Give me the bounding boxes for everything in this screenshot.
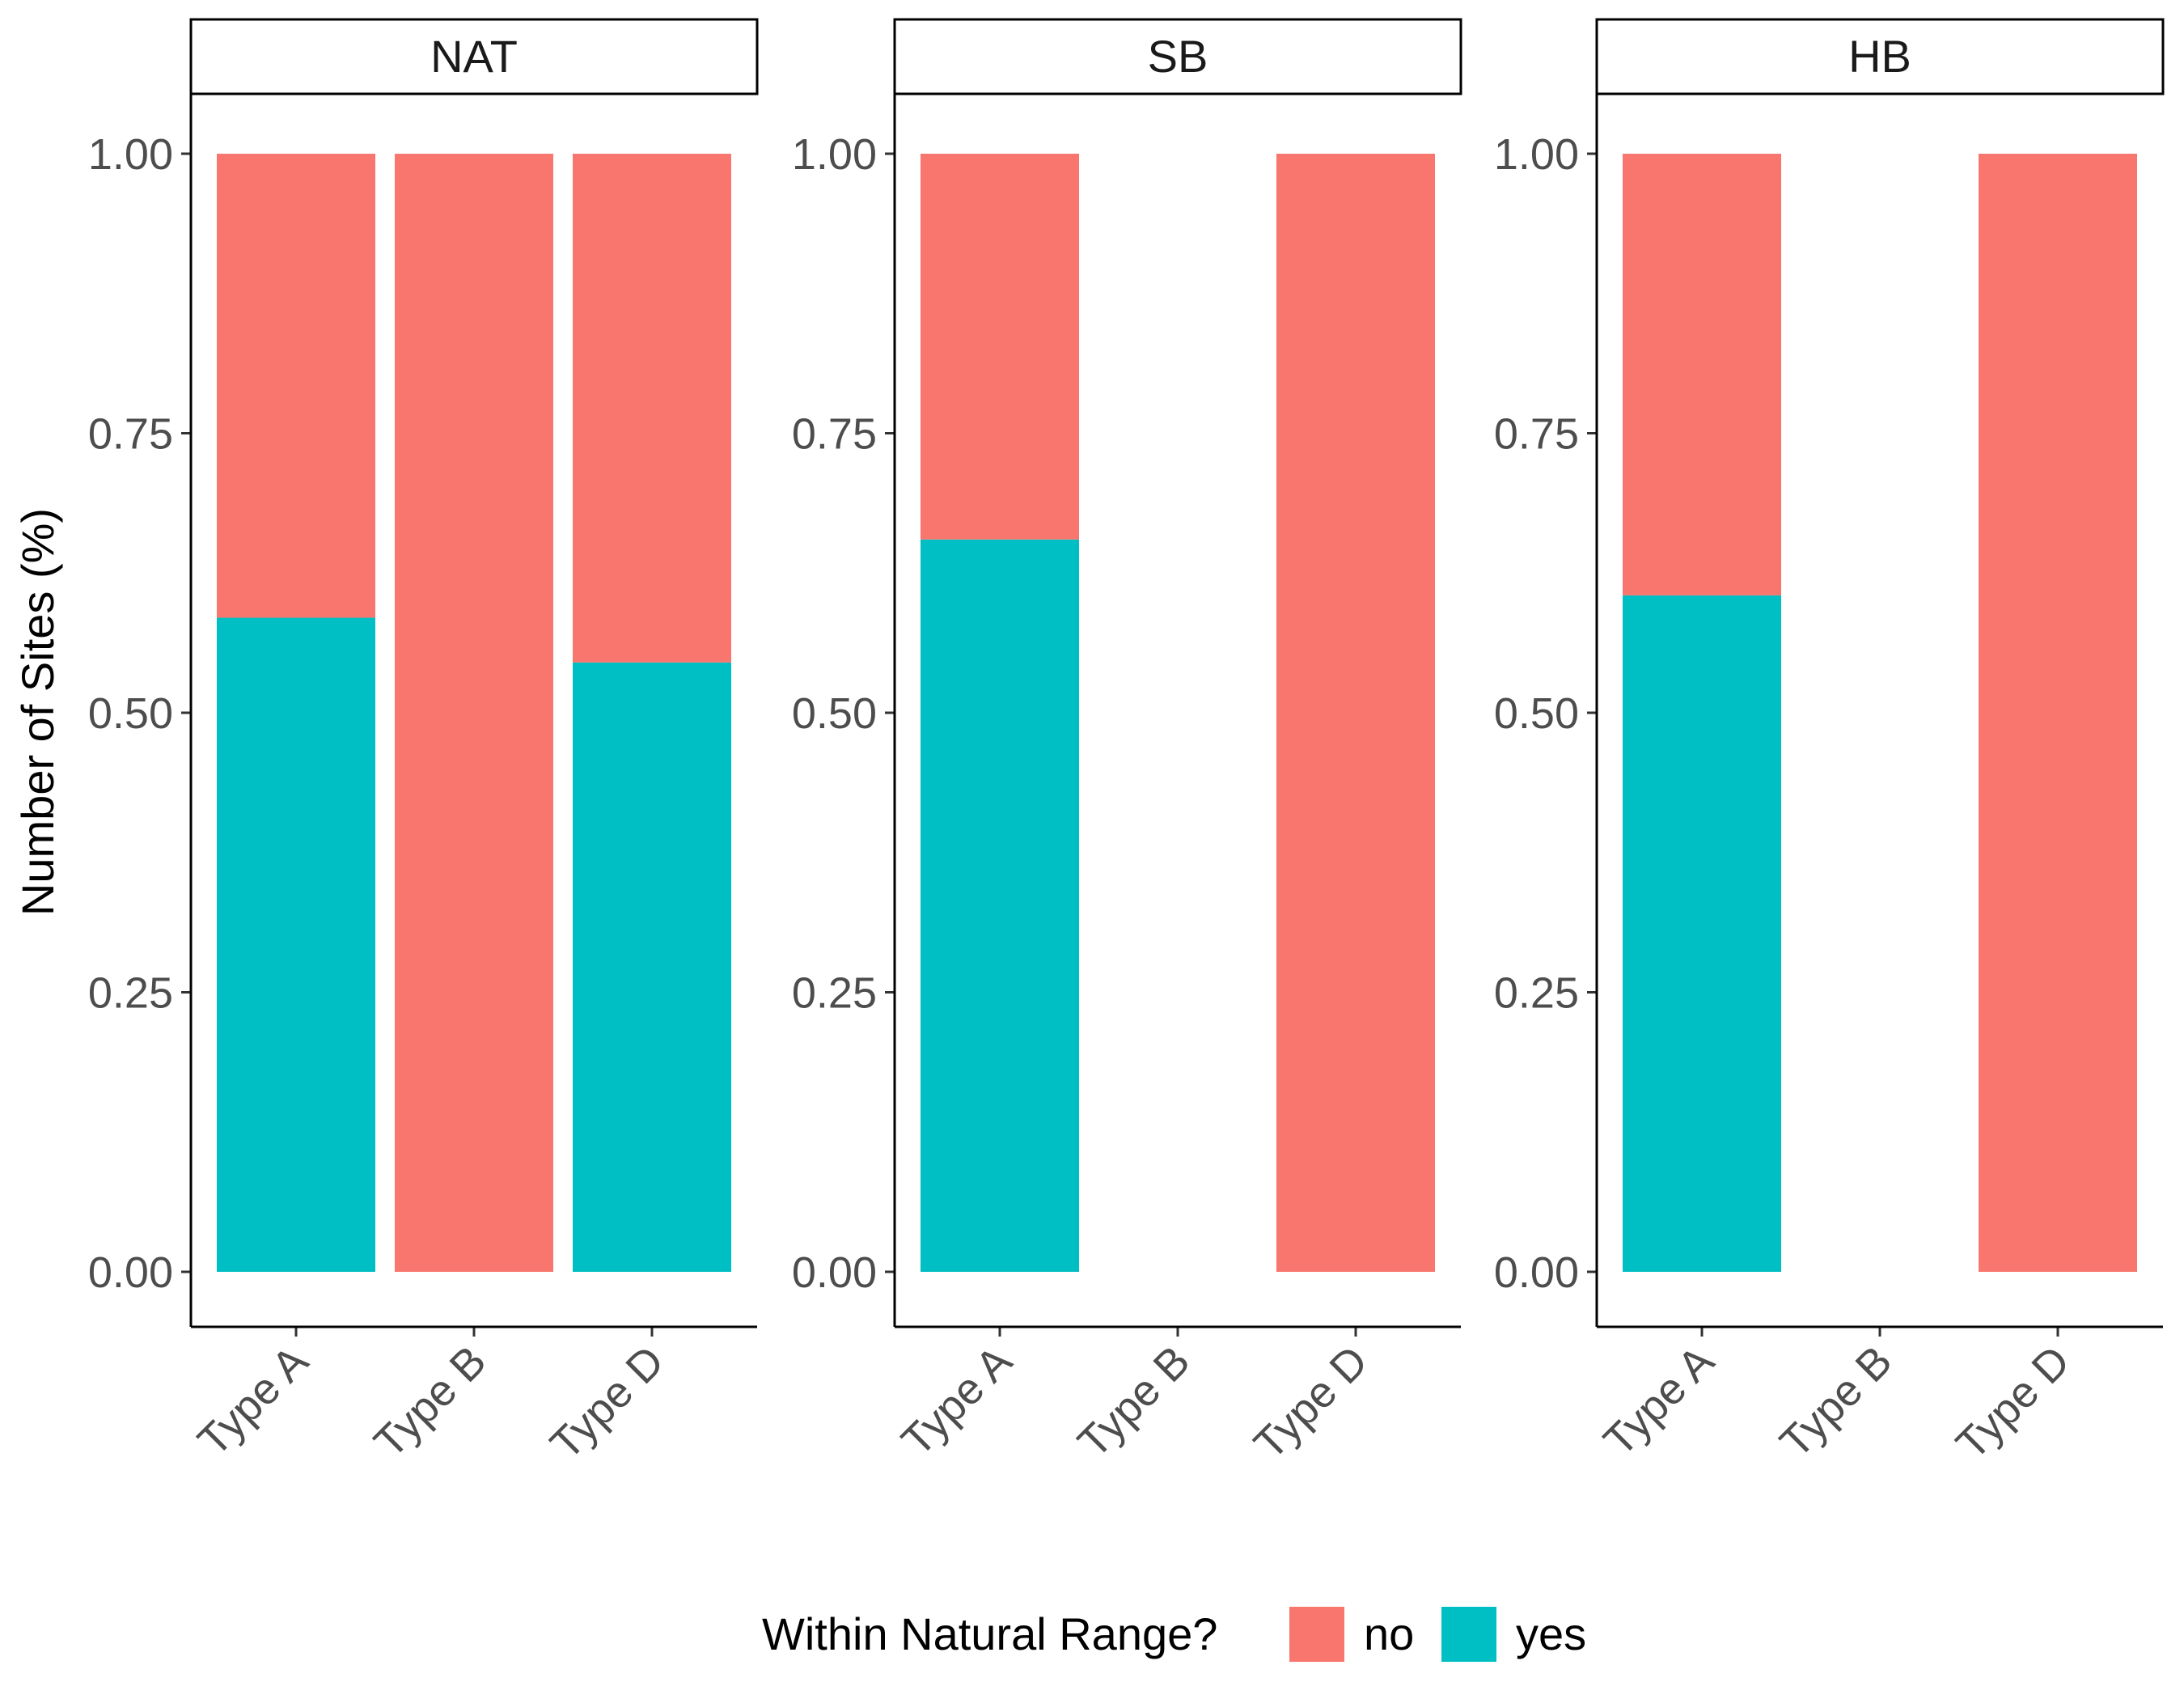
- bar-nat-type-a-no: [217, 154, 375, 618]
- facet-strip-label: SB: [1148, 31, 1208, 82]
- panel-sb: SB Type A Type B Type D 0.00 0.25 0.50 0.75 1.00: [792, 18, 1462, 1468]
- x-tick-label: Type D: [1947, 1337, 2079, 1468]
- facet-strip: [1595, 18, 2165, 95]
- panel-hb: HB Type A Type B Type D 0.00 0.25 0.50 0.75 1.00: [1494, 18, 2165, 1468]
- bar-nat-type-d-no: [573, 154, 731, 663]
- y-tick-label: 0.25: [1494, 969, 1579, 1018]
- y-tick-label: 1.00: [1494, 130, 1579, 179]
- facet-panels: NAT Type A Type B Type D 0.00 0.25 0.50 0.75 1.0…: [88, 18, 2165, 1468]
- facet-strip: [893, 18, 1462, 95]
- y-tick-label: 1.00: [88, 130, 173, 179]
- legend-label-no: no: [1364, 1608, 1414, 1659]
- legend-key-no: [1289, 1607, 1344, 1662]
- y-tick-label: 0.00: [88, 1248, 173, 1297]
- bar-nat-type-d-yes: [573, 662, 731, 1272]
- bar-sb-type-a-yes: [921, 539, 1079, 1272]
- x-tick-label: Type D: [541, 1337, 673, 1468]
- legend: Within Natural Range? no yes: [762, 1607, 1586, 1662]
- y-tick-label: 1.00: [792, 130, 877, 179]
- bar-nat-type-a-yes: [217, 617, 375, 1272]
- y-tick-label: 0.75: [88, 410, 173, 459]
- x-tick-label: Type B: [365, 1337, 495, 1467]
- legend-entries: no yes: [1289, 1607, 1586, 1662]
- bar-hb-type-d-no: [1979, 154, 2137, 1272]
- facet-strip-label: HB: [1848, 31, 1911, 82]
- x-tick-label: Type B: [1069, 1337, 1199, 1467]
- x-tick-label: Type D: [1245, 1337, 1377, 1468]
- y-tick-label: 0.50: [792, 689, 877, 738]
- bar-hb-type-a-no: [1623, 154, 1781, 595]
- x-tick-label: Type A: [1594, 1337, 1723, 1465]
- legend-title: Within Natural Range?: [762, 1608, 1217, 1659]
- y-tick-label: 0.50: [1494, 689, 1579, 738]
- y-tick-label: 0.00: [792, 1248, 877, 1297]
- y-axis-title: Number of Sites (%): [12, 508, 63, 916]
- x-tick-label: Type A: [892, 1337, 1021, 1465]
- x-tick-label: Type B: [1771, 1337, 1901, 1467]
- y-tick-label: 0.00: [1494, 1248, 1579, 1297]
- y-tick-label: 0.50: [88, 689, 173, 738]
- y-tick-label: 0.75: [792, 410, 877, 459]
- y-tick-label: 0.25: [88, 969, 173, 1018]
- bar-sb-type-a-no: [921, 154, 1079, 540]
- facet-strip-label: NAT: [430, 31, 518, 82]
- legend-key-yes: [1441, 1607, 1496, 1662]
- facet-strip: [189, 18, 759, 95]
- bar-nat-type-b-no: [395, 154, 553, 1272]
- y-tick-label: 0.25: [792, 969, 877, 1018]
- y-tick-label: 0.75: [1494, 410, 1579, 459]
- panel-nat: NAT Type A Type B Type D 0.00 0.25 0.50 0.75 1.0…: [88, 18, 759, 1468]
- bar-sb-type-d-no: [1276, 154, 1435, 1272]
- x-tick-label: Type A: [188, 1337, 317, 1465]
- bar-hb-type-a-yes: [1623, 595, 1781, 1272]
- legend-label-yes: yes: [1516, 1608, 1586, 1659]
